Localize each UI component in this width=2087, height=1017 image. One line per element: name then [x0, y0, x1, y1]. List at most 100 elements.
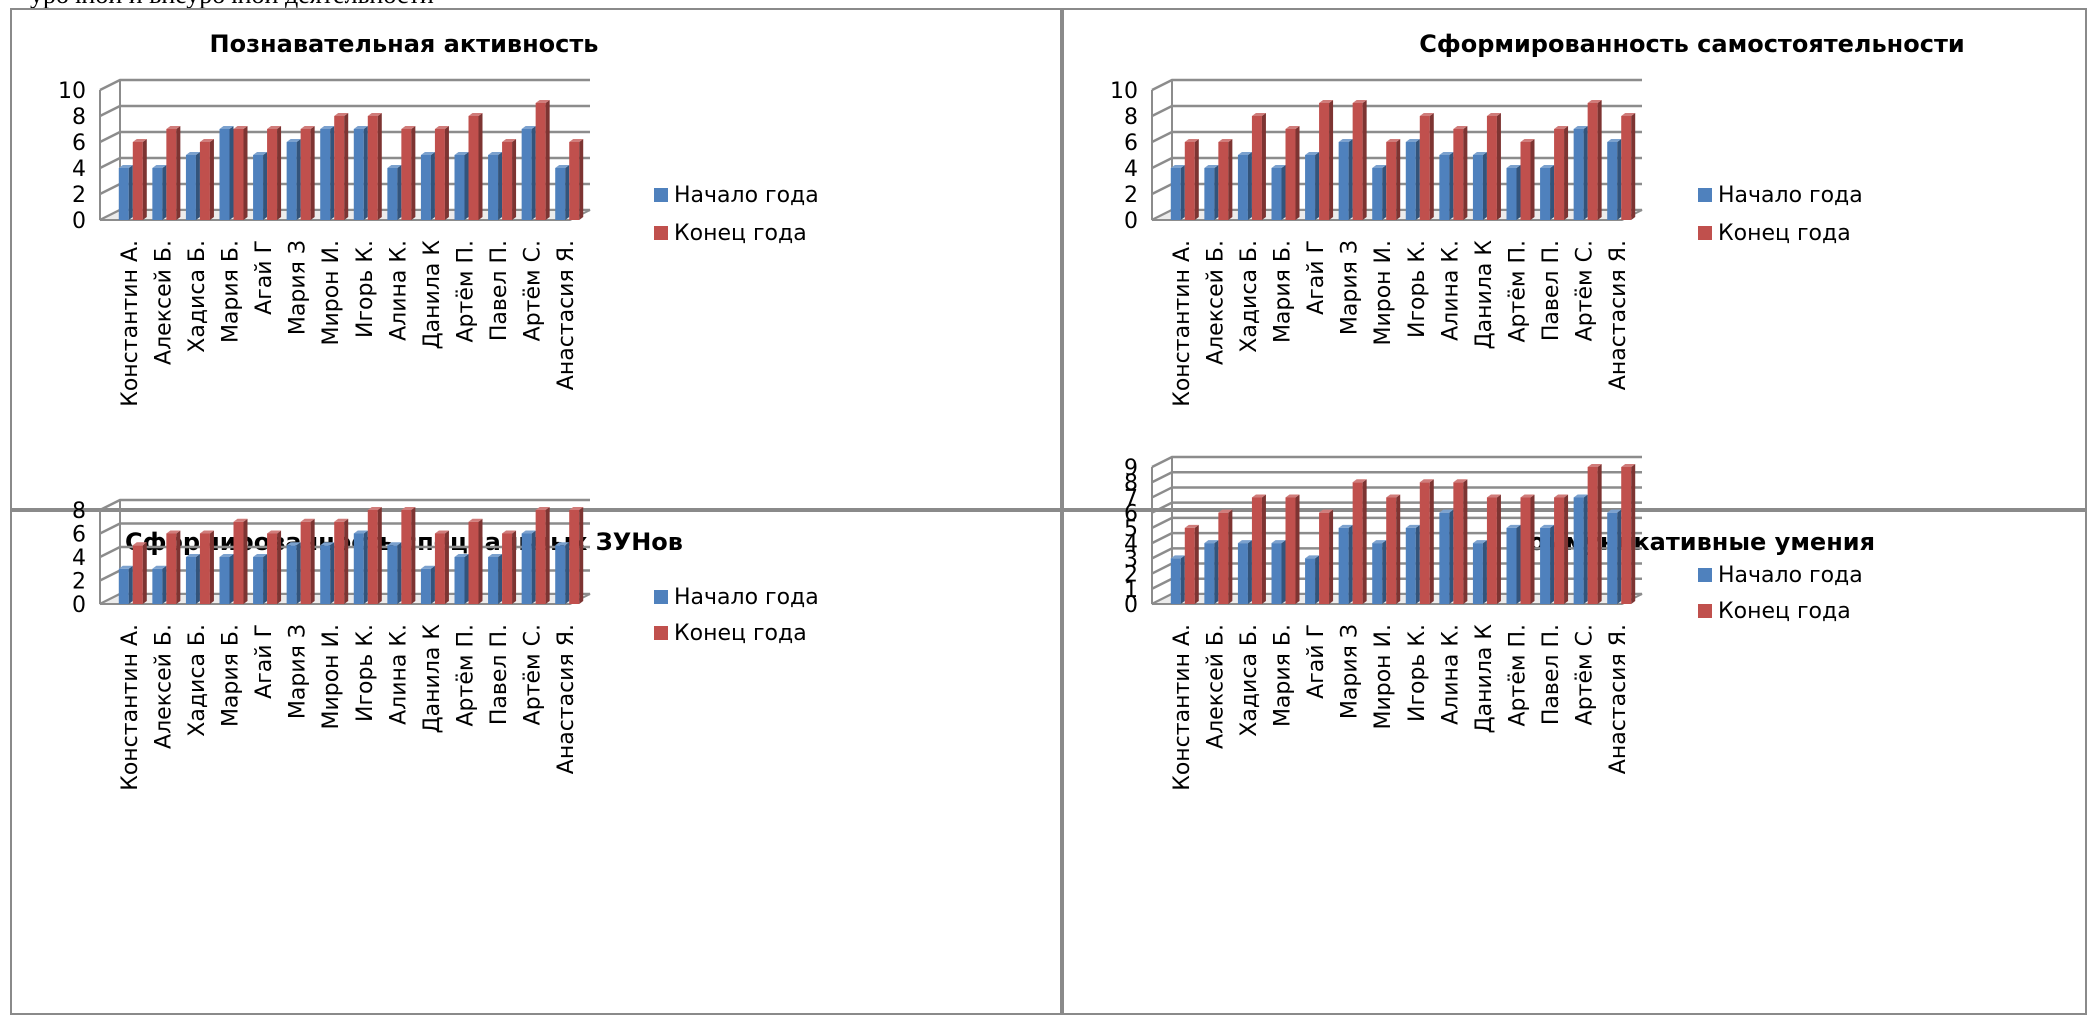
bar-end-of-year	[1319, 509, 1334, 604]
bar-end-of-year	[1386, 494, 1401, 604]
bar-end-of-year	[1218, 139, 1233, 220]
x-tick-label: Артём С.	[521, 624, 546, 725]
y-tick-label: 10	[1110, 79, 1138, 104]
chart-panel-independence: Сформированность самостоятельности 0 2 4 6 8 1…	[1062, 8, 2087, 510]
legend-item-start: Начало года	[654, 183, 819, 208]
chart-communication: Коммуникативные умения0123456789Констант…	[1124, 455, 1875, 791]
bar-end-of-year	[1554, 494, 1569, 604]
x-tick-label: Данила К	[1472, 240, 1497, 350]
bar-end-of-year	[300, 518, 315, 604]
bar-start-of-year	[1472, 540, 1487, 604]
bar-start-of-year	[521, 126, 536, 220]
bar-end-of-year	[535, 507, 550, 604]
legend-label: Конец года	[1718, 221, 1851, 246]
x-tick-label: Артём П.	[454, 624, 479, 727]
bar-start-of-year	[387, 165, 402, 220]
y-tick-label: 0	[1124, 209, 1138, 234]
bar-end-of-year	[1251, 494, 1266, 604]
x-tick-label: Артём П.	[1506, 624, 1531, 727]
bar-end-of-year	[233, 126, 248, 220]
x-tick-label: Мирон И.	[319, 624, 344, 730]
x-tick-label: Хадиса Б.	[185, 240, 210, 353]
bar-end-of-year	[1453, 479, 1468, 604]
bar-end-of-year	[1285, 494, 1300, 604]
bar-end-of-year	[132, 139, 147, 220]
bar-start-of-year	[152, 565, 167, 604]
x-tick-label: Павел П.	[1539, 240, 1564, 341]
chart-panel-cognitive-activity: Познавательная активность 0 2 4 6 8 10 Констант…	[10, 8, 1062, 510]
bar-end-of-year	[1285, 126, 1300, 220]
bar-start-of-year	[1204, 540, 1219, 604]
bar-start-of-year	[1170, 165, 1185, 220]
x-tick-label: Агай Г	[1304, 240, 1329, 315]
x-tick-label: Павел П.	[487, 624, 512, 725]
legend-swatch	[654, 590, 668, 604]
bar-end-of-year	[199, 139, 214, 220]
bar-start-of-year	[1472, 152, 1487, 220]
y-axis	[99, 80, 121, 220]
bar-end-of-year	[502, 530, 517, 604]
bar-start-of-year	[1506, 524, 1521, 604]
chart-special-skills: Сформированность специальных ЗУНов02468К…	[72, 498, 819, 791]
bar-end-of-year	[267, 126, 282, 220]
x-tick-label: Мария Б.	[219, 240, 244, 343]
gridline	[99, 78, 590, 92]
bar-start-of-year	[1506, 165, 1521, 220]
x-tick-label: Мария Б.	[219, 624, 244, 727]
bar-start-of-year	[118, 565, 133, 604]
x-tick-label: Мария З	[1338, 624, 1363, 719]
bar-end-of-year	[502, 139, 517, 220]
y-tick-label: 2	[72, 183, 86, 208]
bar-start-of-year	[1237, 540, 1252, 604]
x-tick-label: Алина К.	[386, 240, 411, 341]
bar-end-of-year	[166, 530, 181, 604]
x-tick-label: Мария Б.	[1271, 240, 1296, 343]
bar-start-of-year	[320, 542, 335, 604]
bar-start-of-year	[353, 530, 368, 604]
bar-end-of-year	[1419, 479, 1434, 604]
bar-start-of-year	[1540, 165, 1555, 220]
bar-end-of-year	[1621, 464, 1636, 604]
bar-start-of-year	[219, 126, 234, 220]
legend-label: Конец года	[674, 221, 807, 246]
bar-start-of-year	[555, 165, 570, 220]
gridline	[1151, 104, 1642, 118]
legend-item-start: Начало года	[1698, 183, 1863, 208]
bar-start-of-year	[1338, 524, 1353, 604]
x-tick-label: Артём С.	[521, 240, 546, 341]
bar-start-of-year	[1573, 126, 1588, 220]
x-tick-label: Алексей Б.	[1203, 240, 1228, 365]
legend-item-end: Конец года	[1698, 221, 1851, 246]
x-tick-label: Алина К.	[1438, 624, 1463, 725]
bar-end-of-year	[1352, 100, 1367, 220]
legend-label: Начало года	[1718, 563, 1863, 588]
legend-swatch	[654, 188, 668, 202]
x-tick-label: Игорь К.	[353, 240, 378, 338]
legend-item-end: Конец года	[654, 621, 807, 646]
legend-item-end: Конец года	[1698, 599, 1851, 624]
bar-start-of-year	[1305, 555, 1320, 604]
bar-start-of-year	[1405, 524, 1420, 604]
y-tick-label: 0	[72, 593, 86, 618]
x-tick-label: Мирон И.	[319, 240, 344, 346]
bar-start-of-year	[1439, 509, 1454, 604]
bar-start-of-year	[1405, 139, 1420, 220]
bar-end-of-year	[1419, 113, 1434, 220]
bar-end-of-year	[166, 126, 181, 220]
x-tick-label: Константин А.	[118, 624, 143, 791]
y-tick-label: 2	[1124, 563, 1138, 588]
x-tick-label: Артём П.	[454, 240, 479, 343]
x-tick-label: Анастасия Я.	[554, 240, 579, 390]
bar-end-of-year	[569, 139, 584, 220]
bar-end-of-year	[1486, 494, 1501, 604]
chart-panel-special-skills: Сформированность специальных ЗУНов 0 2 4 6 8 К…	[10, 498, 1062, 1015]
bar-start-of-year	[1237, 152, 1252, 220]
bar-end-of-year	[199, 530, 214, 604]
x-tick-label: Данила К	[420, 240, 445, 350]
bar-start-of-year	[185, 554, 200, 604]
bar-start-of-year	[488, 152, 503, 220]
bar-start-of-year	[1607, 139, 1622, 220]
x-tick-label: Мария З	[286, 240, 311, 335]
chart-title: Сформированность самостоятельности	[1419, 30, 1964, 58]
x-tick-label: Анастасия Я.	[554, 624, 579, 774]
